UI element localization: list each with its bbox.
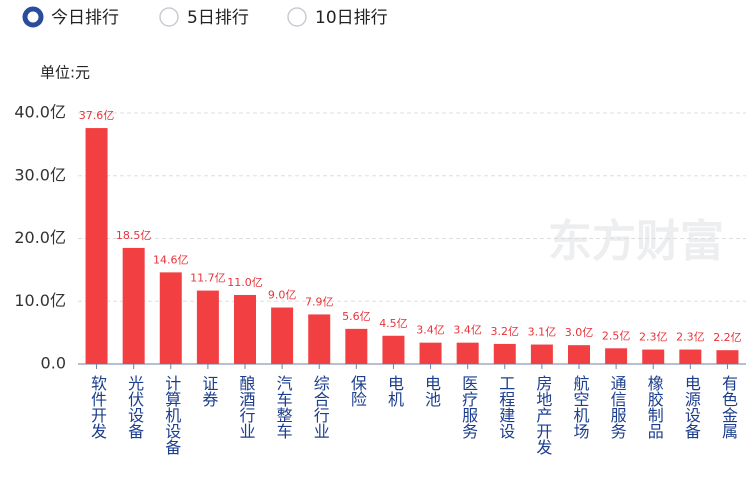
x-tick-label: 证券 [199, 375, 218, 408]
bar [382, 335, 405, 364]
bar [568, 345, 590, 364]
value-label: 11.0亿 [227, 276, 263, 289]
bar [308, 314, 331, 364]
bar [85, 128, 108, 364]
bar [456, 342, 479, 364]
bar [642, 349, 665, 364]
value-label: 14.6亿 [153, 253, 189, 266]
y-tick-label: 40.0亿 [14, 103, 66, 122]
x-tick-label: 光伏设备 [125, 375, 144, 439]
x-tick-label: 工程建设 [496, 375, 515, 439]
value-label: 3.4亿 [416, 324, 445, 337]
x-tick-label: 医疗服务 [459, 375, 478, 440]
bar [530, 344, 553, 364]
x-tick-label: 有色金属 [719, 375, 738, 439]
unit-label: 单位:元 [40, 64, 90, 82]
y-tick-label: 30.0亿 [14, 165, 66, 184]
radio-selected[interactable] [22, 6, 44, 28]
x-tick-label: 电机 [385, 375, 404, 408]
bar [196, 290, 219, 364]
bar [419, 342, 442, 364]
x-tick-label: 电源设备 [682, 375, 701, 439]
value-label: 2.3亿 [676, 331, 705, 344]
x-tick-label: 酿酒行业 [237, 375, 256, 439]
bar [345, 328, 368, 364]
watermark: 东方财富 [548, 216, 724, 267]
bar [493, 343, 516, 364]
radio[interactable] [287, 7, 307, 27]
x-tick-label: 汽车整车 [274, 375, 293, 439]
y-tick-label: 20.0亿 [14, 228, 66, 247]
x-tick-label: 电池 [422, 375, 441, 407]
value-label: 5.6亿 [342, 310, 371, 323]
value-label: 2.5亿 [602, 329, 631, 342]
radio[interactable] [159, 7, 179, 27]
x-tick-label: 综合行业 [311, 375, 330, 439]
x-tick-label: 通信服务 [608, 375, 627, 440]
x-tick-label: 软件开发 [88, 375, 107, 439]
x-tick-label: 计算机设备 [162, 375, 181, 455]
x-tick-label: 橡胶制品 [645, 375, 664, 439]
value-label: 9.0亿 [268, 289, 297, 302]
bar [605, 348, 628, 364]
value-label: 3.4亿 [453, 324, 482, 337]
y-tick-label: 0.0 [41, 354, 66, 373]
bar [716, 350, 739, 364]
tab-label[interactable]: 5日排行 [187, 8, 249, 28]
value-label: 3.0亿 [565, 326, 594, 339]
x-tick-label: 保险 [348, 375, 367, 407]
x-tick-label: 航空机场 [571, 375, 590, 440]
tab-label[interactable]: 今日排行 [51, 8, 119, 28]
bar [679, 349, 702, 364]
value-label: 11.7亿 [190, 272, 226, 285]
bar [271, 307, 294, 364]
bar [122, 247, 145, 364]
value-label: 18.5亿 [116, 229, 152, 242]
value-label: 3.1亿 [528, 326, 557, 339]
y-tick-label: 10.0亿 [14, 291, 66, 310]
bar [234, 294, 256, 364]
value-label: 2.3亿 [639, 331, 668, 344]
value-label: 37.6亿 [79, 109, 115, 122]
value-label: 4.5亿 [379, 317, 408, 330]
x-tick-label: 房地产开发 [533, 375, 552, 455]
value-label: 7.9亿 [305, 295, 334, 308]
value-label: 3.2亿 [491, 325, 520, 338]
value-label: 2.2亿 [713, 331, 742, 344]
tab-label[interactable]: 10日排行 [315, 8, 388, 28]
bar [159, 272, 182, 364]
